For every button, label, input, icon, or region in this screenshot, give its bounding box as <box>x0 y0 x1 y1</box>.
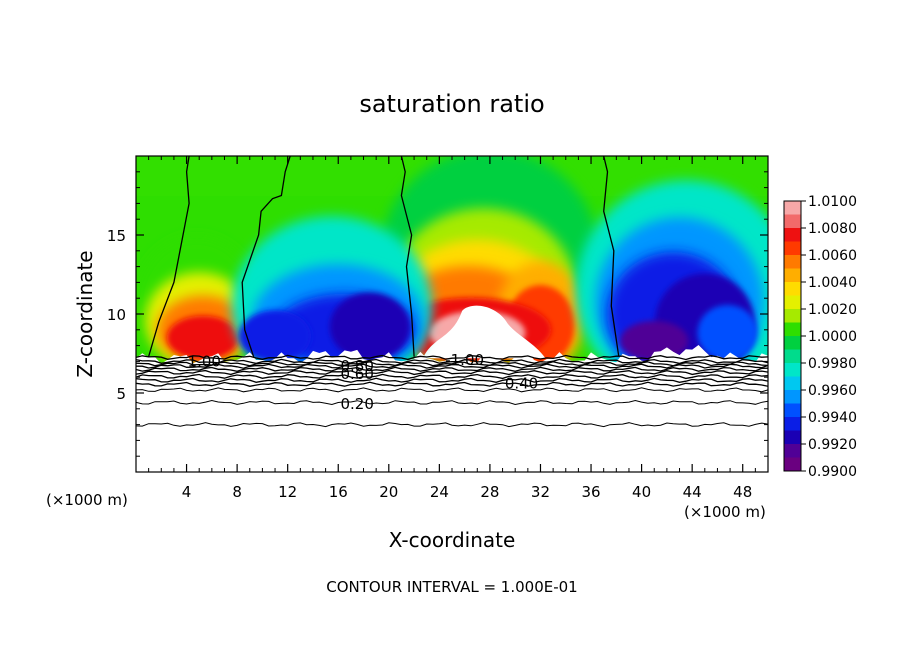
contour-line-vertical <box>603 156 620 357</box>
x-tick-label: 44 <box>683 483 702 501</box>
y-tick-label: 5 <box>116 385 126 403</box>
x-tick-label: 28 <box>480 483 499 501</box>
colorbar-swatch <box>784 457 801 472</box>
colorbar-label: 1.0080 <box>808 221 857 237</box>
chart-title: saturation ratio <box>359 90 544 118</box>
colorbar-label: 1.0060 <box>808 248 857 264</box>
colorbar-label: 0.9960 <box>808 383 857 399</box>
contour-line <box>136 422 768 428</box>
colorbar-swatch <box>784 282 801 296</box>
contour-label: 0.20 <box>340 395 373 413</box>
contour-label: -1.00 <box>445 351 484 369</box>
colorbar-swatch <box>784 228 801 242</box>
plume-low-3-right <box>697 304 758 361</box>
contour-interval-note: CONTOUR INTERVAL = 1.000E-01 <box>326 578 577 596</box>
contour-line <box>136 399 768 406</box>
contour-line-vertical <box>400 156 415 357</box>
contour-line <box>136 377 768 383</box>
x-tick-label: 12 <box>278 483 297 501</box>
contour-line <box>136 387 768 393</box>
y-tick-label: 10 <box>107 306 126 324</box>
colorbar-label: 0.9920 <box>808 437 857 453</box>
colorbar-swatch <box>784 349 801 364</box>
colorbar-swatch <box>784 322 801 337</box>
contour-line <box>136 354 768 361</box>
colorbar: 1.0100 1.0080 1.0060 1.0040 1.0020 1.0000 0.99… <box>783 194 857 480</box>
contour-line <box>136 373 768 380</box>
x-tick-label: 36 <box>581 483 600 501</box>
colorbar-label: 1.0000 <box>808 329 857 345</box>
plume-high-1-peak <box>166 315 239 360</box>
colorbar-label: 0.9980 <box>808 356 857 372</box>
x-tick-label: 48 <box>733 483 752 501</box>
colorbar-swatch <box>784 430 801 445</box>
colorbar-label: 1.0020 <box>808 302 857 318</box>
colorbar-swatch <box>784 417 801 431</box>
x-tick-label: 40 <box>632 483 651 501</box>
colorbar-label: 1.0100 <box>808 194 857 210</box>
x-tick-label: 8 <box>232 483 242 501</box>
colorbar-swatch <box>784 295 801 310</box>
plume-low-1-deep <box>329 292 410 361</box>
contour-line-vertical <box>241 156 291 357</box>
colorbar-label: 0.9940 <box>808 410 857 426</box>
contour-line-vertical <box>147 156 190 357</box>
colorbar-swatch <box>784 390 801 404</box>
colorbar-swatch <box>784 255 801 269</box>
x-unit-left: (×1000 m) <box>46 491 128 509</box>
colorbar-swatch <box>784 444 801 458</box>
off-scale-region <box>422 305 546 359</box>
contour-line <box>136 358 768 365</box>
colorbar-swatch <box>784 363 801 377</box>
colorbar-swatch <box>784 241 801 256</box>
colorbar-label: 1.0040 <box>808 275 857 291</box>
colorbar-swatch <box>784 309 801 323</box>
plot-area: 1.00 0.800.60 -1.00 0.40 0.20 <box>136 156 768 472</box>
colorbar-swatch <box>784 376 801 391</box>
contour-line <box>136 361 768 367</box>
colorbar-swatch <box>784 403 801 418</box>
y-axis-label: Z-coordinate <box>73 250 97 377</box>
contour-label: 0.80 <box>340 357 373 375</box>
x-axis-label: X-coordinate <box>389 528 516 552</box>
y-tick-label: 15 <box>107 227 126 245</box>
contour-label: 0.40 <box>505 375 538 393</box>
x-tick-label: 16 <box>329 483 348 501</box>
contour-label: 0.60 <box>340 365 373 383</box>
colorbar-label: 0.9900 <box>808 464 857 480</box>
x-tick-label: 32 <box>531 483 550 501</box>
plume-low-1-left <box>239 310 312 363</box>
contour-label: 1.00 <box>188 352 221 370</box>
colorbar-swatch <box>784 214 801 229</box>
contour-line <box>136 363 768 369</box>
colorbar-swatch <box>784 336 801 350</box>
x-tick-label: 20 <box>379 483 398 501</box>
x-unit-right: (×1000 m) <box>684 503 766 521</box>
x-tick-label: 4 <box>182 483 192 501</box>
subsaturated-base <box>136 345 768 472</box>
contour-line <box>136 381 768 387</box>
contour-lines: 1.00 0.800.60 -1.00 0.40 0.20 <box>136 156 768 428</box>
contour-line <box>136 369 768 376</box>
colorbar-swatch <box>784 268 801 283</box>
saturation-field <box>136 156 768 472</box>
x-tick-label: 24 <box>430 483 449 501</box>
colorbar-swatch <box>784 201 801 215</box>
contour-line <box>136 366 768 372</box>
